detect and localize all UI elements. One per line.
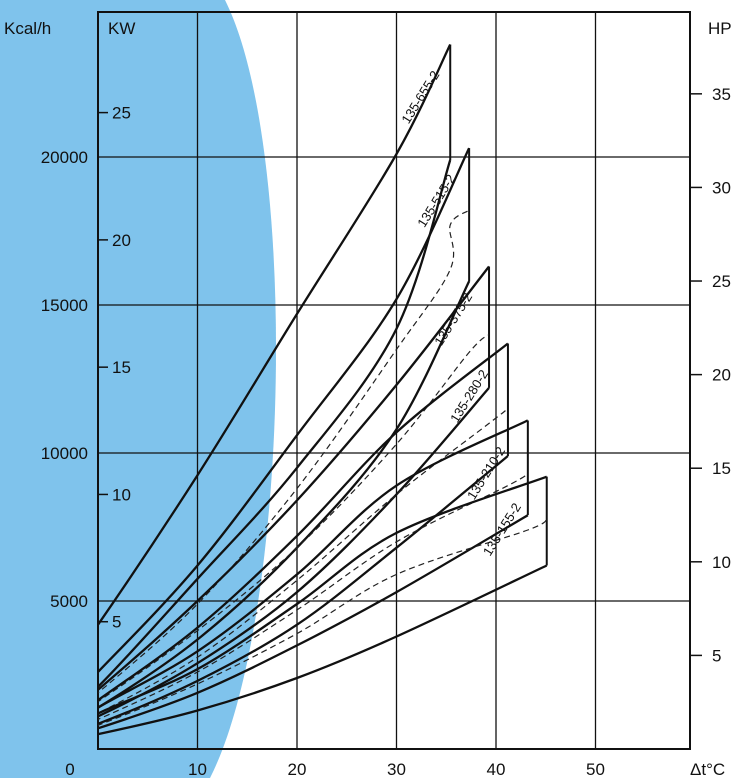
hp-tick-label: 10: [712, 553, 731, 572]
series-upper-line: [98, 419, 529, 709]
kw-tick-label: 10: [112, 485, 131, 504]
x-tick-label: 10: [188, 760, 207, 778]
kw-tick-label: 15: [112, 358, 131, 377]
series-lower-line: [98, 564, 548, 736]
blue-background-shape: [0, 0, 277, 778]
series-label: 135-655-2: [398, 68, 442, 126]
hp-tick-label: 35: [712, 85, 731, 104]
y-axis-label-kcal: Kcal/h: [4, 19, 51, 38]
series-label: 135-155-2: [480, 500, 524, 558]
axis-headers: Kcal/h KW HP Δt°C: [4, 19, 732, 778]
kw-tick-label: 25: [112, 104, 131, 123]
series-dashed-line: [98, 473, 529, 721]
hp-tick-label: 25: [712, 272, 731, 291]
series-dashed-line: [98, 334, 490, 703]
hp-tick-label: 20: [712, 366, 731, 385]
hp-tick-label: 15: [712, 459, 731, 478]
kw-tick-label: 5: [112, 613, 121, 632]
x-axis-label: Δt°C: [690, 760, 725, 778]
kcal-tick-label: 10000: [41, 444, 88, 463]
kcal-tick-label: 15000: [41, 296, 88, 315]
series-upper-line: [98, 43, 452, 627]
series-upper-line: [98, 265, 490, 692]
series-upper-line: [98, 147, 471, 674]
series-dashed-line: [98, 408, 509, 715]
y-axis-label-kw: KW: [108, 19, 135, 38]
series-lower-line: [98, 455, 509, 726]
x-tick-label: 20: [288, 760, 307, 778]
kcal-tick-label: 20000: [41, 148, 88, 167]
x-tick-label: 40: [487, 760, 506, 778]
series-upper-line: [98, 342, 509, 702]
series-label: 135-280-2: [447, 367, 491, 425]
x-tick-label: 0: [65, 760, 74, 778]
axis-ticks: 0 10 20 30 40 50 5000 10000 15000 20000 5 10 15 20 25 5…: [41, 85, 731, 778]
kcal-tick-label: 5000: [50, 592, 88, 611]
kw-tick-label: 20: [112, 231, 131, 250]
series-lower-line: [98, 159, 452, 689]
series-dashed-line: [98, 517, 548, 726]
series-upper-line: [98, 475, 548, 715]
series-label: 135-375-2: [431, 290, 475, 348]
hp-tick-label: 30: [712, 178, 731, 197]
hp-tick-label: 5: [712, 646, 721, 665]
plot-frame: [97, 11, 691, 750]
x-tick-label: 30: [387, 760, 406, 778]
y-axis-label-hp: HP: [708, 19, 732, 38]
series-lower-line: [98, 514, 529, 730]
x-tick-label: 50: [586, 760, 605, 778]
